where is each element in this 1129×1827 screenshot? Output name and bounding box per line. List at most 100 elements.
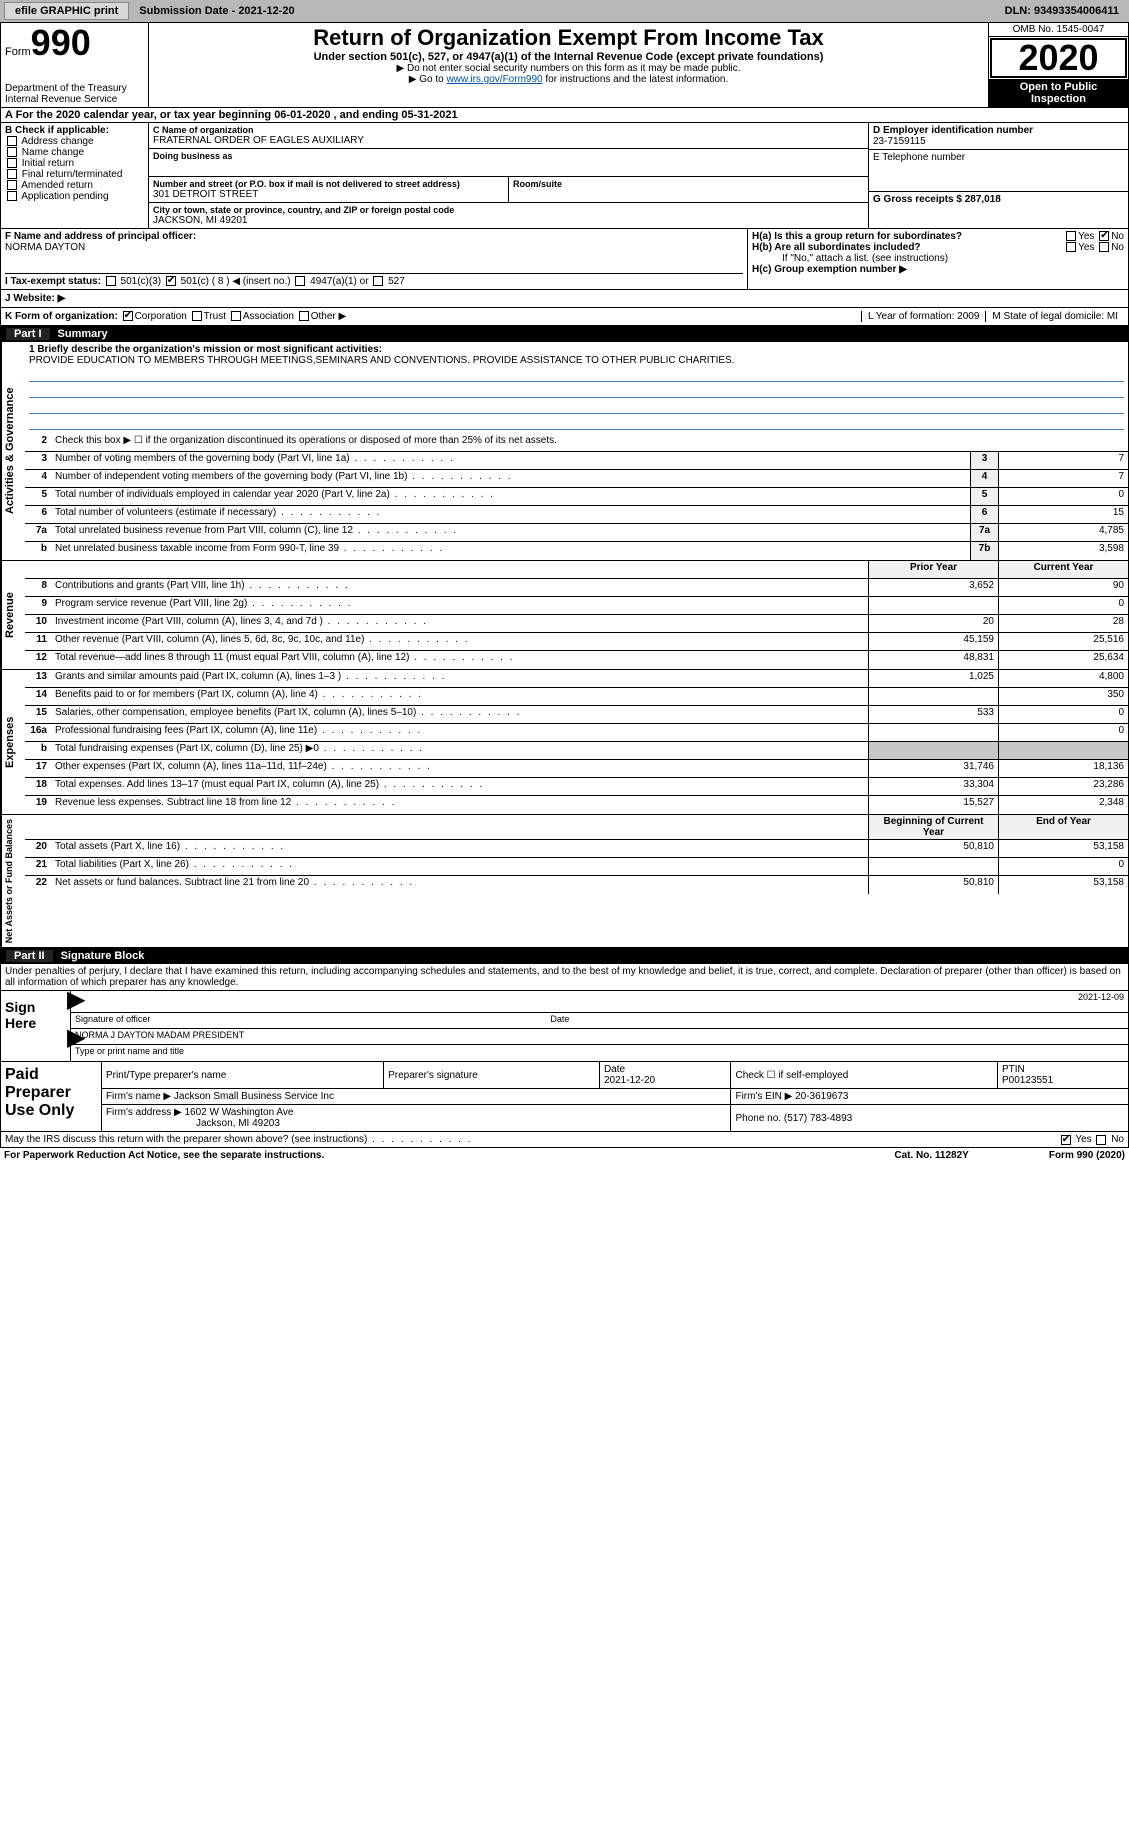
city-label: City or town, state or province, country… <box>153 205 864 215</box>
note-link: ▶ Go to www.irs.gov/Form990 for instruct… <box>153 74 984 85</box>
g-label: G Gross receipts $ 287,018 <box>873 194 1124 205</box>
dept-label: Department of the Treasury Internal Reve… <box>5 83 144 105</box>
opt-501c: 501(c) ( 8 ) ◀ (insert no.) <box>181 276 291 287</box>
row-fgh: F Name and address of principal officer:… <box>0 229 1129 290</box>
discuss-text: May the IRS discuss this return with the… <box>5 1134 473 1145</box>
cb-corp[interactable] <box>123 311 133 321</box>
vtab-governance: Activities & Governance <box>1 342 25 560</box>
b-checkbox[interactable] <box>7 169 17 179</box>
summary-row: 14Benefits paid to or for members (Part … <box>25 688 1128 706</box>
addr-label: Number and street (or P.O. box if mail i… <box>153 179 504 189</box>
efile-button[interactable]: efile GRAPHIC print <box>4 2 129 20</box>
note-post: for instructions and the latest informat… <box>543 74 729 85</box>
summary-row: 18Total expenses. Add lines 13–17 (must … <box>25 778 1128 796</box>
yes-text: Yes <box>1078 231 1094 242</box>
cb-4947[interactable] <box>295 276 305 286</box>
f-label: F Name and address of principal officer: <box>5 231 743 242</box>
part2-num: Part II <box>6 950 53 962</box>
ha-yes[interactable] <box>1066 231 1076 241</box>
cb-501c3[interactable] <box>106 276 116 286</box>
irs-link[interactable]: www.irs.gov/Form990 <box>446 74 542 85</box>
summary-exp: Expenses 13Grants and similar amounts pa… <box>0 670 1129 815</box>
summary-rev: Revenue Prior YearCurrent Year 8Contribu… <box>0 561 1129 670</box>
phone-val: (517) 783-4893 <box>784 1113 852 1124</box>
open-inspection: Open to Public Inspection <box>989 79 1128 107</box>
summary-row: 10Investment income (Part VIII, column (… <box>25 615 1128 633</box>
hb-no[interactable] <box>1099 242 1109 252</box>
street-address: 301 DETROIT STREET <box>153 189 504 200</box>
hb-note: If "No," attach a list. (see instruction… <box>752 253 1124 264</box>
cb-other[interactable] <box>299 311 309 321</box>
mission-text: PROVIDE EDUCATION TO MEMBERS THROUGH MEE… <box>29 355 1124 366</box>
firm-addr1: 1602 W Washington Ave <box>184 1107 293 1118</box>
ptin-hdr: PTIN <box>1002 1064 1025 1075</box>
cb-assoc[interactable] <box>231 311 241 321</box>
b-checkbox[interactable] <box>7 147 17 157</box>
current-hdr: Current Year <box>998 561 1128 578</box>
begin-hdr: Beginning of Current Year <box>868 815 998 839</box>
sign-here-block: Sign Here ▶2021-12-09 Signature of offic… <box>0 991 1129 1062</box>
summary-row: 22Net assets or fund balances. Subtract … <box>25 876 1128 894</box>
gov-row: 4Number of independent voting members of… <box>25 470 1128 488</box>
officer-print-name: NORMA J DAYTON MADAM PRESIDENT <box>75 1030 244 1043</box>
discuss-row: May the IRS discuss this return with the… <box>0 1132 1129 1148</box>
note-ssn: ▶ Do not enter social security numbers o… <box>153 63 984 74</box>
ha-label: H(a) Is this a group return for subordin… <box>752 231 962 242</box>
sign-date-val: 2021-12-09 <box>1078 992 1124 1011</box>
c-label: C Name of organization <box>153 125 864 135</box>
bottom-row: For Paperwork Reduction Act Notice, see … <box>0 1148 1129 1163</box>
summary-row: 12Total revenue—add lines 8 through 11 (… <box>25 651 1128 669</box>
b-checkbox[interactable] <box>7 180 17 190</box>
preparer-label: Paid Preparer Use Only <box>1 1062 102 1131</box>
cb-501c[interactable] <box>166 276 176 286</box>
part2-title: Signature Block <box>61 950 145 962</box>
firm-ein: 20-3619673 <box>795 1091 848 1102</box>
officer-name: NORMA DAYTON <box>5 242 743 253</box>
cb-trust[interactable] <box>192 311 202 321</box>
prep-date-hdr: Date <box>604 1064 625 1075</box>
hc-label: H(c) Group exemption number ▶ <box>752 264 1124 275</box>
mission-label: 1 Briefly describe the organization's mi… <box>29 344 1124 355</box>
summary-na: Net Assets or Fund Balances Beginning of… <box>0 815 1129 948</box>
j-label: J Website: ▶ <box>5 293 65 304</box>
ha-no[interactable] <box>1099 231 1109 241</box>
hb-yes[interactable] <box>1066 242 1076 252</box>
firm-ein-lbl: Firm's EIN ▶ <box>735 1091 792 1102</box>
discuss-yes[interactable] <box>1061 1135 1071 1145</box>
no-text: No <box>1111 231 1124 242</box>
b-checkbox[interactable] <box>7 191 17 201</box>
d-label: D Employer identification number <box>873 125 1124 136</box>
b-checkbox[interactable] <box>7 136 17 146</box>
summary-row: 17Other expenses (Part IX, column (A), l… <box>25 760 1128 778</box>
b-checkbox[interactable] <box>7 158 17 168</box>
m-state: M State of legal domicile: MI <box>985 311 1124 322</box>
summary-row: 9Program service revenue (Part VIII, lin… <box>25 597 1128 615</box>
summary-row: 19Revenue less expenses. Subtract line 1… <box>25 796 1128 814</box>
opt-assoc: Association <box>243 311 294 322</box>
vtab-revenue: Revenue <box>1 561 25 669</box>
omb-number: OMB No. 1545-0047 <box>989 23 1128 37</box>
sig-declaration: Under penalties of perjury, I declare th… <box>0 964 1129 991</box>
cb-527[interactable] <box>373 276 383 286</box>
row-j: J Website: ▶ <box>0 290 1129 308</box>
summary-row: 11Other revenue (Part VIII, column (A), … <box>25 633 1128 651</box>
b-option: Name change <box>5 147 144 158</box>
form-footer: Form 990 (2020) <box>1049 1150 1125 1161</box>
gov-row: bNet unrelated business taxable income f… <box>25 542 1128 560</box>
discuss-no[interactable] <box>1096 1135 1106 1145</box>
dba-label: Doing business as <box>153 151 864 161</box>
firm-name-lbl: Firm's name ▶ <box>106 1091 171 1102</box>
firm-name: Jackson Small Business Service Inc <box>174 1091 334 1102</box>
summary-gov: Activities & Governance 1 Briefly descri… <box>0 342 1129 561</box>
e-label: E Telephone number <box>873 152 1124 163</box>
sig-date-lbl: Date <box>550 1014 569 1027</box>
preparer-block: Paid Preparer Use Only Print/Type prepar… <box>0 1062 1129 1132</box>
no-text2: No <box>1111 242 1124 253</box>
part1-num: Part I <box>6 328 50 340</box>
note-pre: ▶ Go to <box>409 74 447 85</box>
prior-hdr: Prior Year <box>868 561 998 578</box>
room-label: Room/suite <box>513 179 864 189</box>
b-option: Amended return <box>5 180 144 191</box>
period-row: A For the 2020 calendar year, or tax yea… <box>0 108 1129 123</box>
ptin-val: P00123551 <box>1002 1075 1053 1086</box>
